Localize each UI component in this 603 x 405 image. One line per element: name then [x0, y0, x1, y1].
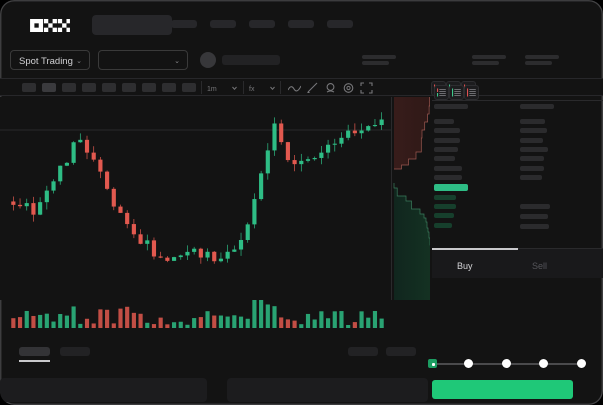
svg-text:1m: 1m: [207, 86, 217, 92]
svg-text:fx: fx: [249, 86, 255, 92]
